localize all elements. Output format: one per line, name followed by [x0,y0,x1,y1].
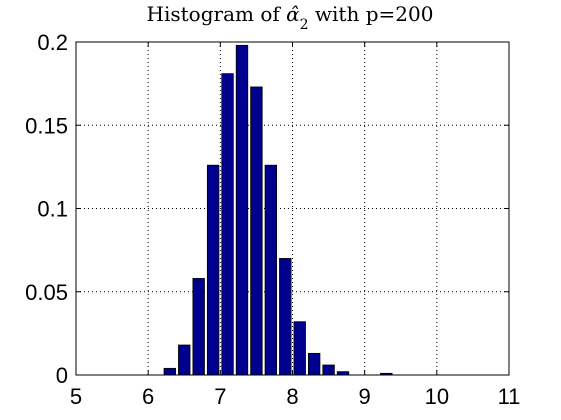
x-tick-label: 7 [214,384,226,409]
histogram-bar [250,86,263,376]
chart-title-subscript: 2 [300,17,309,33]
chart-title-tail: with p=200 [309,2,434,26]
chart-title-main: Histogram of [147,2,287,26]
y-tick-label: 0.2 [37,30,68,55]
histogram-bar [322,364,335,376]
histogram-bar [206,164,220,376]
y-tick-label: 0.05 [25,280,68,305]
axes-layer [75,41,510,376]
y-tick-label: 0 [56,363,68,388]
chart-title-symbol: α̂ [286,2,300,26]
x-tick-label: 10 [425,384,449,409]
bars-layer [163,44,393,376]
histogram-bar [293,321,306,376]
x-tick-label: 6 [142,384,154,409]
x-tick-label: 9 [359,384,371,409]
x-tick-label: 5 [70,384,82,409]
x-tick-label: 11 [498,384,521,409]
y-tick-label: 0.1 [37,197,68,222]
histogram-bar [279,258,292,376]
histogram-bar [307,352,321,376]
grid-layer [76,42,509,375]
y-tick-labels: 0 0.05 0.1 0.15 0.2 [25,30,68,388]
chart-title: Histogram of α̂2 with p=200 [147,2,434,33]
histogram-bar [178,344,191,376]
histogram-bar [235,44,249,376]
histogram-bar [221,73,234,376]
y-tick-label: 0.15 [25,113,68,138]
histogram-bar [192,278,205,376]
x-tick-labels: 5 6 7 8 9 10 11 [70,384,521,409]
histogram-bar [163,367,176,376]
x-tick-label: 8 [286,384,298,409]
histogram-bar [264,164,278,376]
